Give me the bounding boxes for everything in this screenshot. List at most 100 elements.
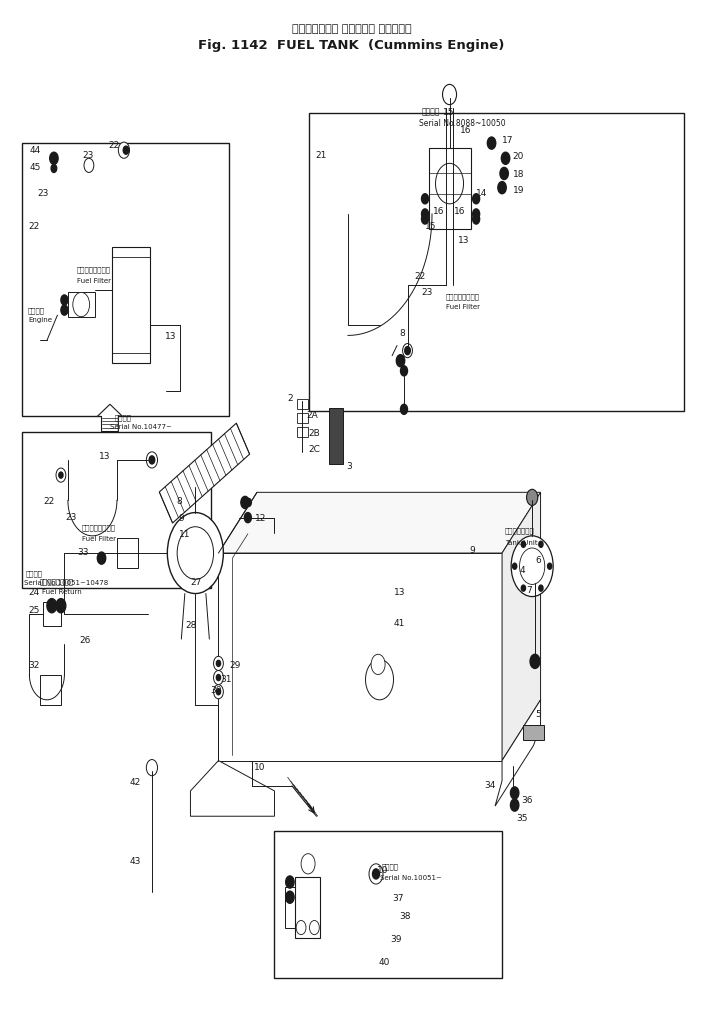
Text: タンクユニット: タンクユニット bbox=[504, 528, 534, 534]
Bar bbox=[297, 413, 308, 423]
Text: 40: 40 bbox=[378, 958, 389, 967]
Text: 適用号番: 適用号番 bbox=[422, 108, 440, 117]
Text: 43: 43 bbox=[129, 857, 141, 866]
Bar bbox=[429, 148, 470, 229]
Text: 21: 21 bbox=[315, 151, 326, 160]
Circle shape bbox=[498, 182, 506, 194]
Circle shape bbox=[146, 759, 157, 775]
Polygon shape bbox=[191, 760, 274, 816]
Text: 23: 23 bbox=[38, 189, 49, 198]
Text: Fuel Filter: Fuel Filter bbox=[446, 304, 480, 310]
Circle shape bbox=[422, 209, 429, 219]
Text: フュエルフィルタ: フュエルフィルタ bbox=[77, 267, 111, 273]
Text: 12: 12 bbox=[255, 514, 266, 523]
Circle shape bbox=[61, 295, 68, 306]
Text: 39: 39 bbox=[390, 935, 401, 944]
Circle shape bbox=[396, 354, 405, 366]
Polygon shape bbox=[219, 492, 541, 553]
Text: 22: 22 bbox=[28, 222, 39, 231]
Text: 8: 8 bbox=[176, 497, 182, 506]
Circle shape bbox=[50, 152, 58, 164]
Polygon shape bbox=[495, 699, 541, 806]
Bar bbox=[22, 143, 229, 416]
Text: 19: 19 bbox=[512, 186, 524, 195]
Circle shape bbox=[59, 472, 63, 478]
Text: Fuel Filter: Fuel Filter bbox=[77, 278, 111, 284]
Text: 15: 15 bbox=[442, 108, 454, 117]
Circle shape bbox=[403, 343, 413, 357]
Circle shape bbox=[422, 214, 429, 224]
Circle shape bbox=[538, 541, 543, 547]
Text: 13: 13 bbox=[394, 589, 405, 598]
Text: 適用号番: 適用号番 bbox=[26, 570, 43, 577]
Text: 23: 23 bbox=[82, 151, 93, 160]
Circle shape bbox=[401, 365, 408, 376]
Text: フュエルタンク （カミンズ エンジン）: フュエルタンク （カミンズ エンジン） bbox=[292, 23, 411, 33]
Circle shape bbox=[472, 214, 479, 224]
Circle shape bbox=[123, 146, 129, 154]
Circle shape bbox=[146, 452, 157, 468]
Circle shape bbox=[149, 456, 155, 464]
Text: 14: 14 bbox=[476, 189, 487, 198]
Text: 26: 26 bbox=[80, 636, 91, 646]
Text: 22: 22 bbox=[44, 497, 55, 506]
Text: 6: 6 bbox=[535, 556, 541, 565]
Circle shape bbox=[510, 787, 519, 799]
Circle shape bbox=[245, 513, 252, 523]
Bar bbox=[274, 831, 502, 978]
Circle shape bbox=[51, 164, 57, 173]
Text: 18: 18 bbox=[512, 171, 524, 180]
Text: 30: 30 bbox=[210, 686, 221, 694]
Bar bbox=[112, 247, 150, 363]
Circle shape bbox=[214, 685, 224, 698]
Text: 7: 7 bbox=[527, 587, 532, 596]
Text: 34: 34 bbox=[484, 781, 496, 790]
Circle shape bbox=[56, 599, 66, 613]
Text: 42: 42 bbox=[129, 777, 141, 787]
Circle shape bbox=[118, 142, 129, 158]
Circle shape bbox=[309, 921, 319, 935]
Text: 41: 41 bbox=[394, 619, 405, 628]
Text: 32: 32 bbox=[28, 662, 39, 670]
Text: Engine: Engine bbox=[28, 318, 52, 323]
Circle shape bbox=[530, 655, 540, 669]
Circle shape bbox=[510, 799, 519, 811]
Text: 33: 33 bbox=[77, 548, 89, 557]
Circle shape bbox=[512, 563, 517, 569]
Text: 36: 36 bbox=[521, 796, 532, 805]
Circle shape bbox=[436, 163, 463, 204]
Circle shape bbox=[500, 167, 508, 180]
Text: 22: 22 bbox=[108, 141, 120, 150]
Circle shape bbox=[366, 660, 394, 699]
Bar bbox=[329, 408, 343, 464]
Text: Serial No.10477~: Serial No.10477~ bbox=[110, 424, 172, 430]
Text: 17: 17 bbox=[502, 136, 514, 145]
Circle shape bbox=[47, 599, 57, 613]
Text: Tank Unit: Tank Unit bbox=[505, 540, 538, 546]
Text: 22: 22 bbox=[415, 272, 426, 281]
Text: 38: 38 bbox=[399, 912, 411, 922]
Text: 13: 13 bbox=[99, 452, 111, 461]
Text: 25: 25 bbox=[28, 606, 39, 615]
Polygon shape bbox=[502, 492, 541, 760]
Bar bbox=[523, 725, 544, 740]
Polygon shape bbox=[160, 423, 250, 523]
Text: 11: 11 bbox=[179, 530, 190, 539]
Polygon shape bbox=[97, 404, 122, 431]
Text: 2C: 2C bbox=[308, 445, 320, 454]
Text: Fig. 1142  FUEL TANK  (Cummins Engine): Fig. 1142 FUEL TANK (Cummins Engine) bbox=[198, 39, 505, 52]
Text: 37: 37 bbox=[392, 894, 404, 903]
Text: 16: 16 bbox=[460, 126, 472, 135]
Text: 10: 10 bbox=[377, 866, 388, 875]
Text: 35: 35 bbox=[516, 814, 527, 823]
Text: 27: 27 bbox=[191, 579, 202, 588]
Bar bbox=[285, 887, 295, 928]
Circle shape bbox=[285, 876, 294, 888]
Text: 16: 16 bbox=[434, 207, 445, 216]
Circle shape bbox=[369, 864, 383, 884]
Circle shape bbox=[56, 468, 66, 482]
Text: 2B: 2B bbox=[308, 428, 320, 437]
Bar bbox=[22, 431, 212, 589]
Text: 9: 9 bbox=[469, 546, 475, 555]
Circle shape bbox=[177, 527, 214, 580]
